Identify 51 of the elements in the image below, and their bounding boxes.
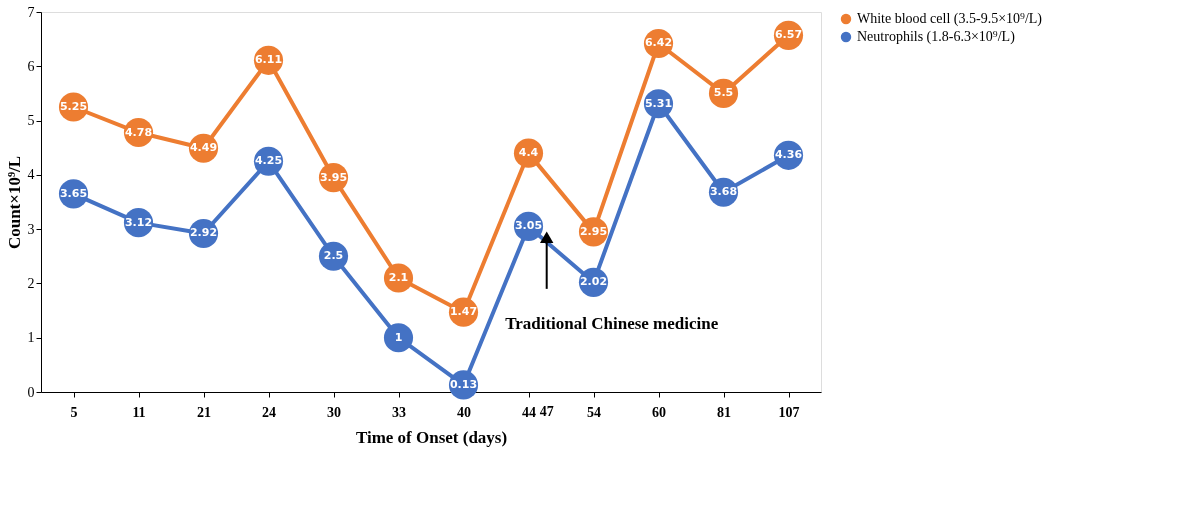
text: 47 [539, 404, 554, 419]
y-tick-label: 0 [27, 384, 35, 400]
data-label: 5.25 [59, 100, 88, 113]
x-tick-label: 60 [652, 404, 666, 420]
x-tick-label: 33 [392, 404, 406, 420]
data-label: 2.92 [189, 226, 218, 240]
legend-label: Neutrophils (1.8-6.3×10⁹/L) [857, 29, 1016, 45]
data-label: 2.95 [579, 224, 608, 238]
data-label: 3.05 [514, 219, 543, 233]
data-label: 4.49 [189, 141, 218, 155]
x-tick-label: 40 [457, 404, 471, 420]
data-label: 3.95 [319, 170, 348, 184]
y-tick-label: 7 [27, 4, 35, 20]
x-tick-label: 54 [587, 404, 601, 420]
x-axis-title: Time of Onset (days) [355, 427, 508, 447]
x-tick-label: 21 [197, 404, 211, 420]
y-tick-label: 1 [27, 330, 35, 346]
point [383, 323, 414, 353]
data-label: 4.36 [774, 148, 803, 162]
x-tick-label: 30 [327, 404, 341, 420]
data-label: 4.25 [254, 154, 283, 168]
data-label: 5.5 [713, 86, 734, 100]
data-label: 2.1 [388, 271, 409, 284]
y-tick-label: 4 [27, 167, 35, 183]
data-label: 2.02 [579, 275, 608, 289]
annotation: Traditional Chinese medicine [505, 314, 719, 334]
data-label: 3.12 [124, 215, 153, 229]
x-tick-label: 81 [717, 404, 731, 420]
data-label: 3.68 [709, 185, 738, 199]
data-label: 5.31 [644, 96, 673, 110]
data-label: 6.57 [774, 28, 803, 42]
y-axis-title: Count×10⁹/L [4, 155, 24, 250]
x-tick-label: 44 [522, 404, 536, 420]
x-tick-label: 24 [262, 404, 276, 420]
data-label: 0.13 [449, 377, 478, 391]
data-label: 6.42 [644, 36, 673, 50]
data-label: 1 [394, 330, 403, 344]
x-tick-label: 5 [70, 404, 78, 420]
y-tick-label: 6 [27, 58, 35, 74]
data-label: 2.5 [323, 249, 344, 263]
data-label: 6.11 [254, 53, 283, 67]
data-label: 1.47 [449, 305, 478, 319]
x-tick-label: 107 [778, 404, 800, 420]
y-tick-label: 2 [27, 275, 35, 291]
x-tick-label: 11 [132, 404, 146, 420]
y-tick-label: 3 [27, 221, 35, 237]
data-label: 3.65 [59, 186, 88, 200]
data-label: 4.4 [518, 146, 539, 160]
legend-label: White blood cell (3.5-9.5×10⁹/L) [857, 11, 1043, 27]
y-tick-label: 5 [27, 113, 35, 129]
data-label: 4.78 [124, 125, 153, 139]
